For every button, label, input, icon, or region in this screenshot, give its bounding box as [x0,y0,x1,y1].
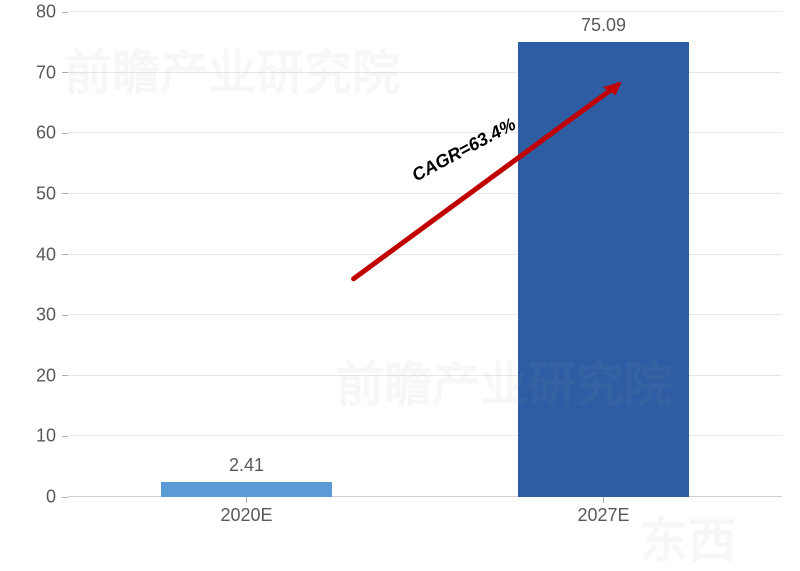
y-tick [62,315,68,316]
y-tick [62,436,68,437]
y-axis-label: 30 [36,305,56,326]
x-axis-label: 2027E [577,505,629,526]
y-axis-label: 40 [36,244,56,265]
y-axis-label: 0 [46,487,56,508]
bar-data-label: 75.09 [581,15,626,36]
x-axis-label: 2020E [220,505,272,526]
y-tick [62,193,68,194]
annotation-text: CAGR=63.4% [409,114,520,186]
plot-area: 010203040506070802.412020E75.092027ECAGR… [68,12,782,497]
y-tick [62,254,68,255]
y-axis-label: 10 [36,426,56,447]
y-axis-label: 20 [36,365,56,386]
bar: 2.41 [161,482,332,497]
y-axis-label: 70 [36,62,56,83]
y-tick [62,133,68,134]
gridline [68,11,782,12]
y-tick [62,72,68,73]
y-tick [62,12,68,13]
y-axis-label: 50 [36,183,56,204]
x-tick [603,497,604,503]
chart-container: 010203040506070802.412020E75.092027ECAGR… [10,10,790,547]
y-axis-label: 80 [36,2,56,23]
bar-data-label: 2.41 [229,455,264,476]
x-tick [246,497,247,503]
y-tick [62,375,68,376]
bar: 75.09 [518,42,689,497]
y-axis-label: 60 [36,123,56,144]
